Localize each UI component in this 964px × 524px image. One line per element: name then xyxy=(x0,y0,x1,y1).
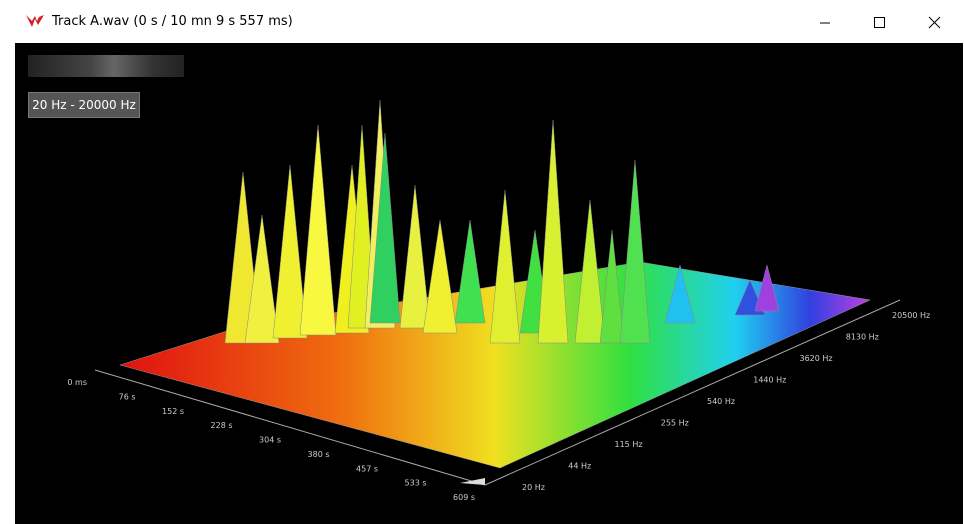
frequency-tick-label: 20 Hz xyxy=(522,483,545,492)
time-tick-label: 609 s xyxy=(453,493,475,502)
minimize-button[interactable] xyxy=(802,0,848,43)
time-tick-label: 228 s xyxy=(211,421,233,430)
frequency-tick-label: 255 Hz xyxy=(661,419,689,428)
frequency-tick-label: 8130 Hz xyxy=(846,333,879,342)
window-title: Track A.wav (0 s / 10 mn 9 s 557 ms) xyxy=(52,14,293,29)
time-tick-label: 457 s xyxy=(356,464,378,473)
frequency-tick-label: 3620 Hz xyxy=(800,354,833,363)
time-axis xyxy=(94,369,486,486)
time-tick-label: 533 s xyxy=(405,479,427,488)
time-tick-label: 0 ms xyxy=(67,378,87,387)
app-icon xyxy=(26,15,44,27)
spectrogram-3d: 0 ms 76 s 152 s 228 s 304 s 380 s 457 s 533 s 60… xyxy=(67,99,930,502)
maximize-button[interactable] xyxy=(856,0,902,43)
frequency-tick-label: 115 Hz xyxy=(615,440,643,449)
close-button[interactable] xyxy=(911,0,957,43)
frequency-tick-label: 20500 Hz xyxy=(892,311,930,320)
time-tick-label: 380 s xyxy=(308,450,330,459)
spectrum-view: 0 ms 76 s 152 s 228 s 304 s 380 s 457 s 533 s 60… xyxy=(15,43,963,524)
time-tick-label: 76 s xyxy=(119,392,136,401)
title-bar: Track A.wav (0 s / 10 mn 9 s 557 ms) xyxy=(15,0,963,43)
time-tick-label: 152 s xyxy=(162,407,184,416)
time-tick-label: 304 s xyxy=(259,436,281,445)
level-meter xyxy=(28,55,184,77)
frequency-range-button[interactable]: 20 Hz - 20000 Hz xyxy=(28,92,140,118)
axis-corner xyxy=(460,478,485,485)
surface-peaks xyxy=(224,99,780,344)
frequency-tick-label: 44 Hz xyxy=(568,462,591,471)
frequency-tick-label: 1440 Hz xyxy=(753,376,786,385)
frequency-tick-label: 540 Hz xyxy=(707,397,735,406)
frequency-axis xyxy=(484,299,901,486)
